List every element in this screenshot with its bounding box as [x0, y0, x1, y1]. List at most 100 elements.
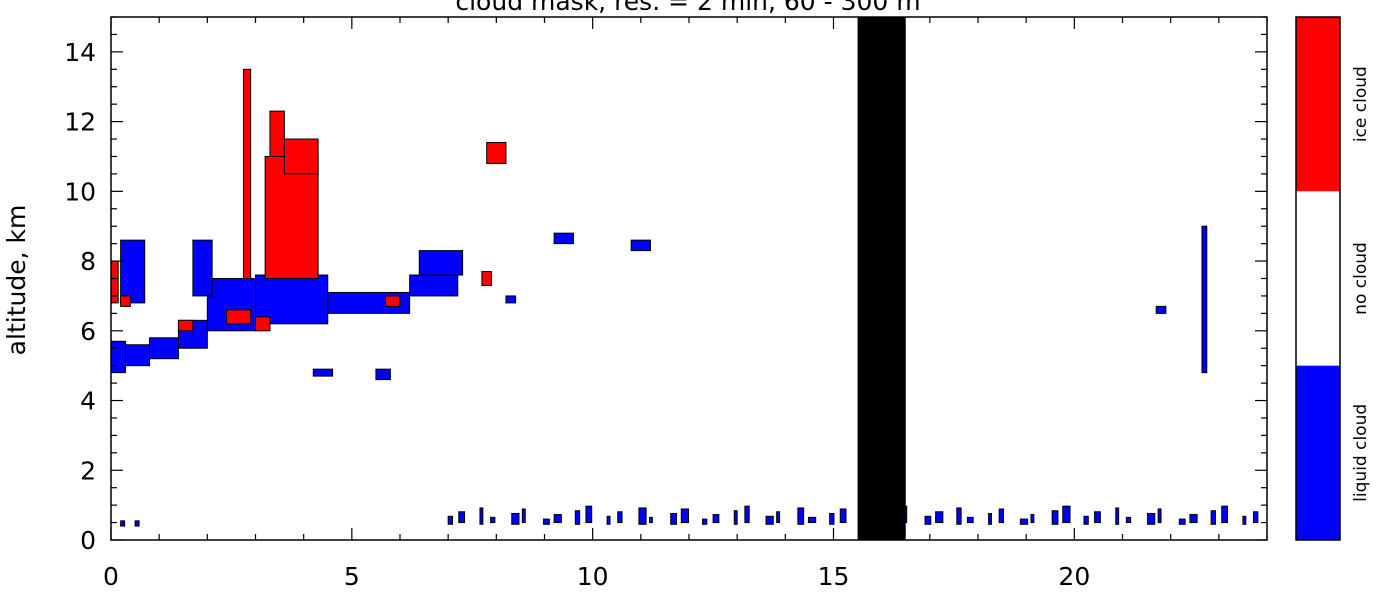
cloud-region-ice — [481, 271, 493, 286]
cloud-region-low — [606, 515, 611, 525]
cloud-region-low — [998, 508, 1005, 524]
cloud-region-liquid — [1201, 225, 1208, 374]
y-tick-label: 6 — [80, 317, 96, 346]
cloud-region-low — [1019, 518, 1029, 525]
cloud-region-low — [638, 507, 647, 525]
cloud-region-low — [1115, 507, 1120, 525]
x-tick-label: 5 — [344, 562, 360, 591]
cloud-region-low — [1125, 516, 1132, 524]
cloud-region-low — [1189, 514, 1198, 524]
cloud-region-low — [776, 511, 781, 524]
y-tick-label: 14 — [64, 38, 96, 67]
y-tick-label: 2 — [80, 456, 96, 485]
cloud-region-low — [543, 518, 550, 525]
cloud-region-ice — [110, 260, 119, 304]
cloud-region-liquid — [375, 368, 391, 381]
cloud-region-ice — [255, 316, 271, 332]
y-tick-label: 8 — [80, 247, 96, 276]
cloud-region-low — [1083, 515, 1089, 525]
colorbar-frame — [1295, 16, 1341, 541]
colorbar-label-liquid: liquid cloud — [1351, 404, 1371, 502]
data-gap — [857, 17, 906, 540]
cloud-region-liquid — [553, 232, 574, 245]
cloud-region-liquid — [1155, 305, 1167, 314]
cloud-region-low — [585, 505, 593, 524]
cloud-region-low — [553, 514, 562, 524]
cloud-region-low — [1242, 515, 1247, 525]
cloud-region-ice — [226, 309, 252, 325]
cloud-region-low — [733, 510, 738, 525]
cloud-region-liquid — [409, 274, 459, 297]
cloud-region-liquid — [418, 250, 464, 276]
y-axis-label: altitude, km — [2, 205, 31, 356]
cloud-region-ice — [120, 295, 131, 307]
cloud-region-low — [447, 515, 454, 525]
cloud-region-low — [956, 507, 962, 525]
colorbar-swatch-none — [1296, 191, 1340, 366]
cloud-region-ice — [177, 319, 194, 332]
cloud-region-low — [670, 513, 677, 525]
x-tick-label: 15 — [818, 562, 850, 591]
cloud-region-low — [829, 513, 835, 525]
cloud-region-low — [765, 515, 774, 525]
cloud-region-low — [712, 514, 720, 524]
cloud-region-ice — [269, 110, 285, 157]
chart-title: cloud mask, res. = 2 min, 60 - 300 m — [455, 0, 920, 16]
cloud-region-low — [1178, 518, 1186, 525]
cloud-region-low — [649, 516, 653, 524]
colorbar-label-none: no cloud — [1351, 242, 1371, 315]
cloud-region-low — [680, 508, 690, 524]
cloud-region-low — [521, 508, 526, 524]
colorbar-swatch-liquid — [1296, 365, 1340, 540]
cloud-region-low — [511, 513, 520, 525]
cloud-region-liquid — [120, 239, 146, 304]
cloud-region-low — [1253, 511, 1259, 524]
cloud-region-ice — [486, 142, 507, 164]
cloud-region-low — [1157, 508, 1162, 524]
cloud-region-ice — [242, 68, 252, 279]
cloud-region-low — [807, 516, 817, 524]
cloud-region-low — [490, 516, 496, 524]
cloud-region-low — [617, 511, 623, 524]
cloud-region-low — [1210, 510, 1216, 525]
cloud-region-low — [458, 511, 466, 524]
y-tick-label: 12 — [64, 108, 96, 137]
cloud-region-low — [1221, 505, 1229, 524]
cloud-region-liquid — [110, 340, 126, 374]
cloud-region-liquid — [505, 295, 517, 304]
cloud-region-low — [1094, 511, 1101, 524]
y-tick-label: 0 — [80, 526, 96, 555]
cloud-region-low — [1062, 505, 1071, 524]
x-tick-label: 10 — [577, 562, 609, 591]
cloud-region-low — [134, 520, 140, 527]
cloud-region-low — [1051, 510, 1059, 525]
colorbar-swatch-ice — [1296, 17, 1340, 192]
cloud-region-liquid — [124, 344, 151, 367]
cloud-region-low — [797, 507, 805, 525]
cloud-region-liquid — [192, 239, 213, 297]
cloud-region-low — [574, 510, 581, 525]
cloud-region-liquid — [312, 368, 334, 377]
cloud-region-liquid — [149, 337, 179, 360]
cloud-region-liquid — [630, 239, 651, 252]
cloud-region-low — [924, 515, 932, 525]
cloud-region-ice — [264, 155, 319, 279]
plot-area: 0 5 10 15 20 0 2 4 6 8 10 12 14 — [64, 16, 1268, 591]
cloud-region-low — [839, 508, 847, 524]
cloud-region-low — [1030, 514, 1035, 524]
cloud-region-low — [966, 516, 974, 524]
cloud-region-ice — [385, 295, 401, 307]
cloud-region-low — [701, 518, 708, 525]
cloud-region-liquid — [255, 274, 329, 325]
y-tick-label: 4 — [80, 387, 96, 416]
cloud-region-low — [120, 520, 126, 527]
x-tick-label: 20 — [1058, 562, 1090, 591]
cloud-region-low — [988, 513, 992, 525]
cloud-region-low — [479, 507, 484, 525]
cloud-region-low — [935, 511, 944, 524]
colorbar: ice cloud no cloud liquid cloud — [1295, 16, 1371, 541]
cloud-region-low — [1147, 513, 1156, 525]
colorbar-label-ice: ice cloud — [1351, 66, 1371, 142]
cloud-region-low — [744, 505, 750, 524]
